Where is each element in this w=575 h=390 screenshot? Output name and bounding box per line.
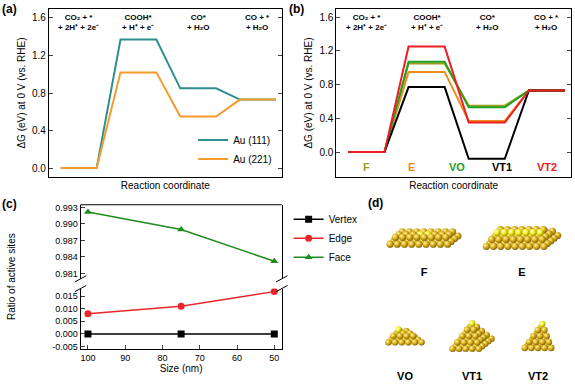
svg-text:1.2: 1.2 — [319, 45, 333, 56]
svg-text:1.6: 1.6 — [319, 12, 333, 23]
svg-text:CO₂ + *+ 2H⁺ + 2e⁻: CO₂ + *+ 2H⁺ + 2e⁻ — [346, 13, 387, 32]
svg-text:90: 90 — [120, 353, 130, 363]
svg-text:Au (111): Au (111) — [233, 135, 270, 146]
svg-text:VO: VO — [449, 161, 465, 173]
svg-text:0.4: 0.4 — [319, 113, 333, 124]
svg-text:(b): (b) — [289, 2, 304, 16]
svg-text:0.990: 0.990 — [55, 219, 78, 229]
svg-text:1.6: 1.6 — [32, 12, 46, 23]
svg-text:0.000: 0.000 — [55, 329, 78, 339]
svg-text:0.010: 0.010 — [55, 304, 78, 314]
svg-text:ΔG (eV) at 0 V (vs. RHE): ΔG (eV) at 0 V (vs. RHE) — [16, 37, 27, 148]
svg-text:0.8: 0.8 — [32, 88, 46, 99]
svg-text:Edge: Edge — [329, 233, 353, 244]
svg-text:E: E — [408, 161, 415, 173]
svg-text:100: 100 — [80, 353, 95, 363]
svg-text:Size (nm): Size (nm) — [160, 363, 203, 374]
svg-text:CO*+ H₂O: CO*+ H₂O — [476, 13, 498, 32]
svg-text:VO: VO — [397, 370, 413, 382]
svg-text:Vertex: Vertex — [329, 214, 357, 225]
svg-text:0.987: 0.987 — [55, 236, 78, 246]
svg-text:60: 60 — [232, 353, 242, 363]
svg-text:F: F — [363, 161, 370, 173]
svg-text:(d): (d) — [368, 196, 383, 210]
svg-text:0.0: 0.0 — [32, 163, 46, 174]
svg-text:Au (221): Au (221) — [233, 154, 271, 165]
svg-text:VT1: VT1 — [492, 161, 512, 173]
svg-text:Ratio of active sites: Ratio of active sites — [6, 233, 17, 320]
svg-text:Reaction coordinate: Reaction coordinate — [409, 180, 498, 191]
svg-text:0.4: 0.4 — [32, 125, 46, 136]
svg-text:ΔG (eV) at 0 V (vs. RHE): ΔG (eV) at 0 V (vs. RHE) — [303, 37, 314, 148]
svg-text:(a): (a) — [2, 2, 17, 16]
svg-text:COOH*+ H⁺ + e⁻: COOH*+ H⁺ + e⁻ — [122, 13, 154, 32]
svg-text:E: E — [518, 266, 525, 278]
svg-text:Reaction coordinate: Reaction coordinate — [121, 180, 210, 191]
svg-text:0.993: 0.993 — [55, 203, 78, 213]
svg-text:(c): (c) — [2, 197, 17, 211]
svg-text:COOH*+ H⁺ + e⁻: COOH*+ H⁺ + e⁻ — [411, 13, 443, 32]
svg-text:CO + *+ H₂O: CO + *+ H₂O — [245, 13, 270, 32]
svg-text:0.981: 0.981 — [55, 269, 78, 279]
svg-text:VT2: VT2 — [528, 370, 548, 382]
svg-text:80: 80 — [157, 353, 167, 363]
svg-text:0.984: 0.984 — [55, 252, 78, 262]
svg-text:70: 70 — [195, 353, 205, 363]
svg-text:0.8: 0.8 — [319, 79, 333, 90]
svg-text:0.0: 0.0 — [319, 147, 333, 158]
svg-text:1.2: 1.2 — [32, 50, 46, 61]
svg-text:CO₂ + *+ 2H⁺ + 2e⁻: CO₂ + *+ 2H⁺ + 2e⁻ — [58, 13, 99, 32]
svg-text:0.015: 0.015 — [55, 291, 78, 301]
svg-text:-0.005: -0.005 — [52, 342, 78, 352]
svg-text:CO*+ H₂O: CO*+ H₂O — [187, 13, 209, 32]
svg-text:50: 50 — [269, 353, 279, 363]
svg-text:VT2: VT2 — [537, 161, 557, 173]
svg-text:Face: Face — [329, 252, 352, 263]
svg-text:0.005: 0.005 — [55, 316, 78, 326]
svg-text:VT1: VT1 — [462, 370, 482, 382]
svg-text:F: F — [421, 266, 428, 278]
svg-text:CO + *+ H₂O: CO + *+ H₂O — [534, 13, 559, 32]
